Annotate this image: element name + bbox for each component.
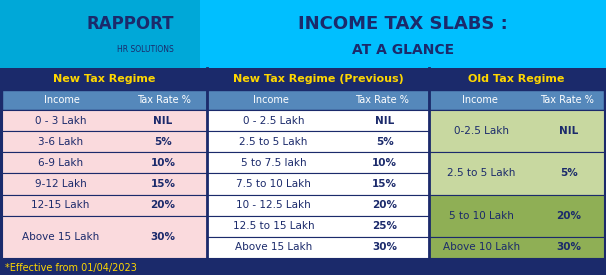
Bar xyxy=(0,68,606,90)
Text: 5%: 5% xyxy=(154,137,171,147)
Text: 12-15 Lakh: 12-15 Lakh xyxy=(32,200,90,210)
Bar xyxy=(209,92,334,108)
Text: 2.5 to 5 Lakh: 2.5 to 5 Lakh xyxy=(239,137,308,147)
Text: Income: Income xyxy=(253,95,289,105)
Text: RAPPORT: RAPPORT xyxy=(86,15,174,33)
Text: 25%: 25% xyxy=(372,221,397,231)
Bar xyxy=(429,237,604,258)
Text: Tax Rate %: Tax Rate % xyxy=(356,95,409,105)
Text: NIL: NIL xyxy=(375,116,395,126)
Text: 30%: 30% xyxy=(556,243,582,252)
Text: 9-12 Lakh: 9-12 Lakh xyxy=(35,179,86,189)
Text: 20%: 20% xyxy=(556,211,582,221)
Text: 0-2.5 Lakh: 0-2.5 Lakh xyxy=(454,126,509,136)
Bar xyxy=(2,90,207,110)
Text: 5 to 10 Lakh: 5 to 10 Lakh xyxy=(449,211,514,221)
Text: 30%: 30% xyxy=(372,243,397,252)
Text: 12.5 to 15 Lakh: 12.5 to 15 Lakh xyxy=(233,221,315,231)
Text: HR SOLUTIONS: HR SOLUTIONS xyxy=(116,45,173,54)
Text: Above 15 Lakh: Above 15 Lakh xyxy=(22,232,99,242)
Bar xyxy=(429,90,604,110)
Bar xyxy=(207,131,429,152)
Text: Old Tax Regime: Old Tax Regime xyxy=(468,74,565,84)
Text: 6-9 Lakh: 6-9 Lakh xyxy=(38,158,83,168)
Text: *Effective from 01/04/2023: *Effective from 01/04/2023 xyxy=(5,263,137,273)
Text: Tax Rate %: Tax Rate % xyxy=(137,95,191,105)
Text: 0 - 2.5 Lakh: 0 - 2.5 Lakh xyxy=(243,116,304,126)
Text: NIL: NIL xyxy=(559,126,579,136)
Bar xyxy=(429,110,604,152)
Bar xyxy=(0,0,606,68)
Bar xyxy=(2,216,207,258)
Bar xyxy=(2,152,207,174)
Text: 0 - 3 Lakh: 0 - 3 Lakh xyxy=(35,116,86,126)
Text: INCOME TAX SLABS :: INCOME TAX SLABS : xyxy=(298,15,508,33)
Text: 10 - 12.5 Lakh: 10 - 12.5 Lakh xyxy=(236,200,311,210)
Bar xyxy=(207,110,429,131)
Text: New Tax Regime: New Tax Regime xyxy=(53,74,156,84)
Text: 20%: 20% xyxy=(372,200,397,210)
Text: Above 10 Lakh: Above 10 Lakh xyxy=(443,243,520,252)
Text: 3-6 Lakh: 3-6 Lakh xyxy=(38,137,83,147)
Text: 10%: 10% xyxy=(150,158,175,168)
Bar xyxy=(2,110,207,131)
Bar xyxy=(429,152,604,195)
Bar xyxy=(207,216,429,237)
Bar xyxy=(207,152,429,174)
Text: 10%: 10% xyxy=(372,158,397,168)
Bar xyxy=(2,174,207,195)
Bar xyxy=(0,0,200,68)
Text: Income: Income xyxy=(44,95,79,105)
Text: Above 15 Lakh: Above 15 Lakh xyxy=(235,243,312,252)
Bar xyxy=(207,174,429,195)
Text: 15%: 15% xyxy=(150,179,175,189)
Text: 2.5 to 5 Lakh: 2.5 to 5 Lakh xyxy=(447,168,516,178)
Text: 5%: 5% xyxy=(560,168,578,178)
Text: AT A GLANCE: AT A GLANCE xyxy=(352,43,454,57)
Text: Tax Rate %: Tax Rate % xyxy=(541,95,594,105)
Text: 5%: 5% xyxy=(376,137,393,147)
Text: NIL: NIL xyxy=(153,116,173,126)
Bar xyxy=(429,195,604,237)
Bar xyxy=(207,195,429,216)
Text: New Tax Regime (Previous): New Tax Regime (Previous) xyxy=(233,74,404,84)
Text: 7.5 to 10 Lakh: 7.5 to 10 Lakh xyxy=(236,179,311,189)
Bar xyxy=(207,90,429,110)
Text: 5 to 7.5 lakh: 5 to 7.5 lakh xyxy=(241,158,307,168)
Text: 30%: 30% xyxy=(150,232,175,242)
Bar xyxy=(4,92,119,108)
Bar xyxy=(2,131,207,152)
Text: 20%: 20% xyxy=(150,200,175,210)
Text: Income: Income xyxy=(462,95,498,105)
Bar xyxy=(207,237,429,258)
Text: 15%: 15% xyxy=(372,179,397,189)
Bar xyxy=(431,92,528,108)
Bar xyxy=(2,195,207,216)
